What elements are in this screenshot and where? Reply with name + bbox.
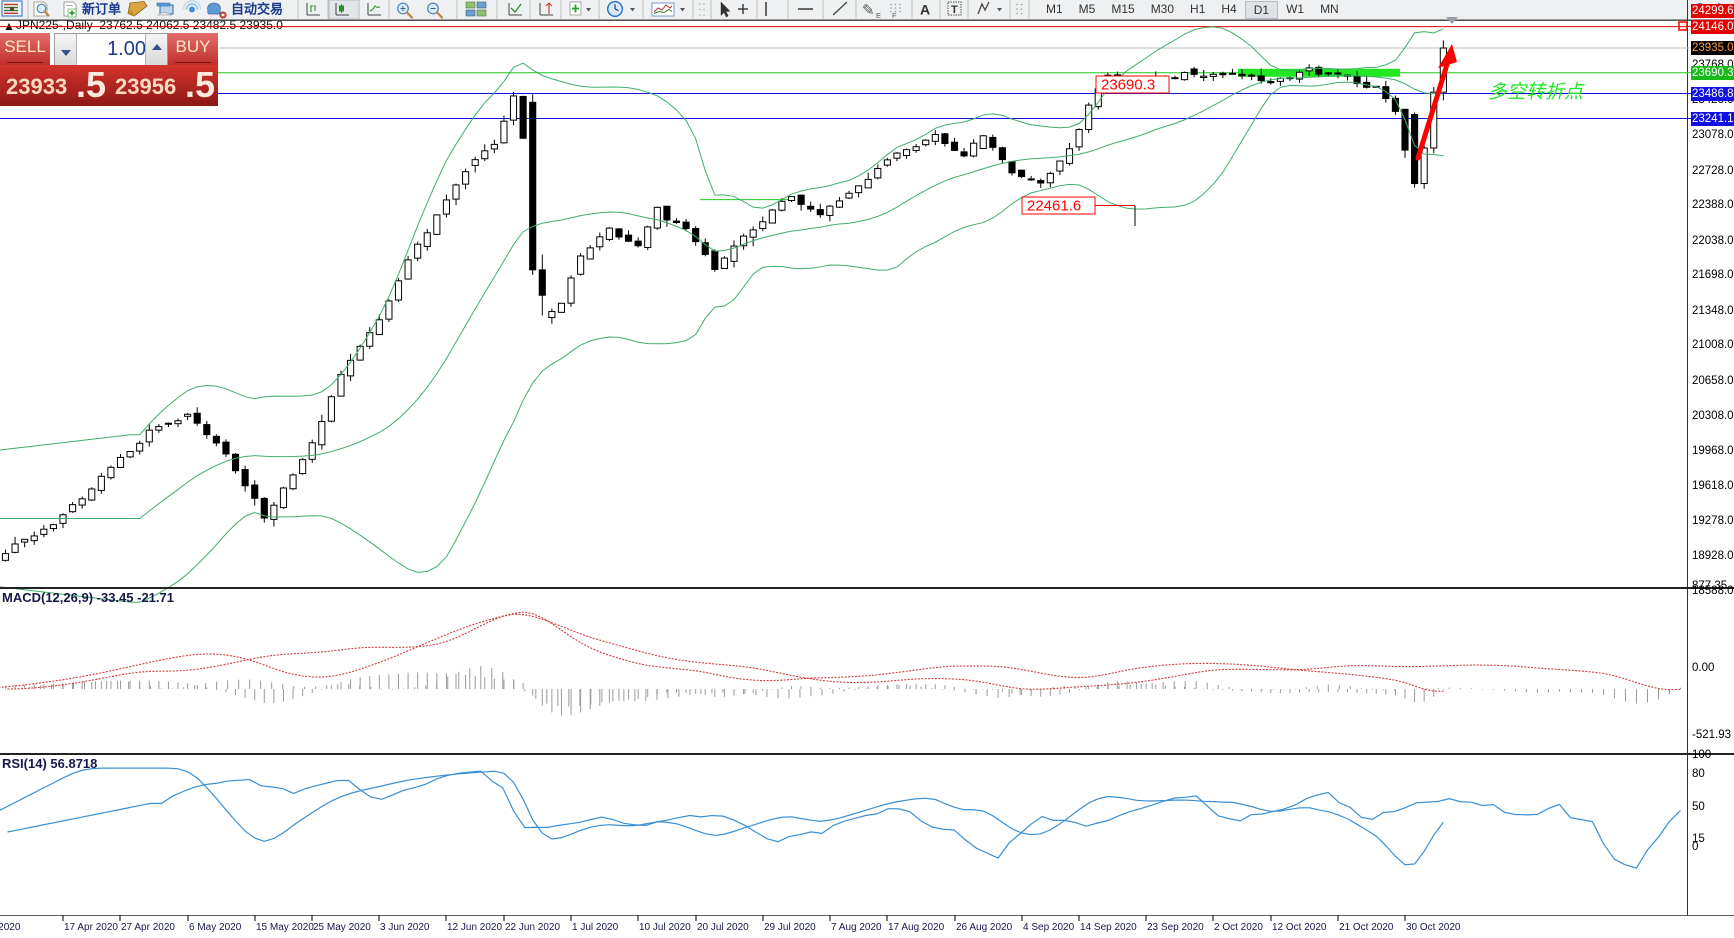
svg-text:T: T (951, 4, 958, 16)
svg-text:新订单: 新订单 (82, 2, 121, 17)
svg-text:自动交易: 自动交易 (231, 2, 283, 17)
svg-text:✎: ✎ (862, 2, 875, 19)
svg-text:A: A (920, 2, 930, 18)
svg-text:E: E (876, 11, 881, 19)
svg-text:F: F (892, 11, 897, 19)
